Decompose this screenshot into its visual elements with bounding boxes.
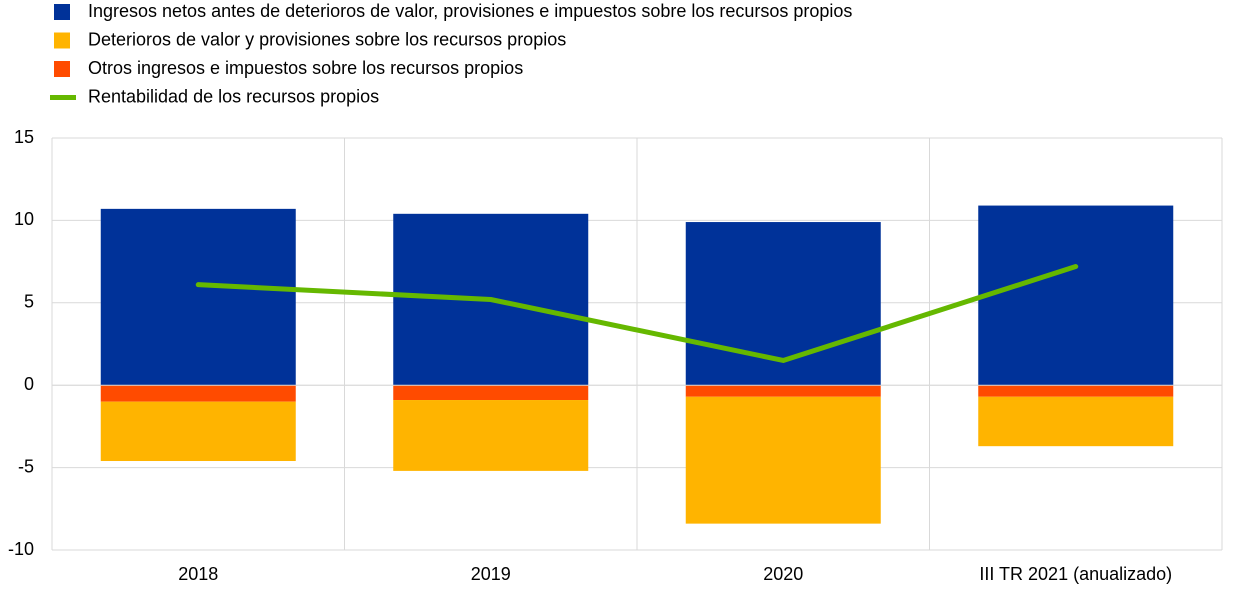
y-tick-label: -5 bbox=[18, 456, 34, 476]
legend-swatch bbox=[54, 4, 70, 20]
x-tick-label: III TR 2021 (anualizado) bbox=[979, 564, 1172, 584]
bar bbox=[100, 401, 296, 462]
y-tick-label: 15 bbox=[14, 127, 34, 147]
bar bbox=[100, 385, 296, 402]
legend-label: Otros ingresos e impuestos sobre los rec… bbox=[88, 58, 523, 78]
bar bbox=[685, 385, 881, 397]
legend-label: Ingresos netos antes de deterioros de va… bbox=[88, 1, 852, 21]
legend-swatch bbox=[54, 32, 70, 49]
y-tick-label: -10 bbox=[8, 539, 34, 559]
bar bbox=[393, 385, 589, 401]
x-tick-label: 2018 bbox=[178, 564, 218, 584]
bar bbox=[685, 396, 881, 524]
legend-label: Rentabilidad de los recursos propios bbox=[88, 86, 379, 106]
legend-label: Deterioros de valor y provisiones sobre … bbox=[88, 29, 566, 49]
bar bbox=[100, 208, 296, 386]
bar bbox=[978, 205, 1174, 386]
legend-swatch bbox=[54, 61, 70, 77]
bar bbox=[978, 396, 1174, 447]
x-tick-label: 2020 bbox=[763, 564, 803, 584]
x-tick-label: 2019 bbox=[471, 564, 511, 584]
bar bbox=[393, 400, 589, 471]
y-tick-label: 10 bbox=[14, 209, 34, 229]
y-tick-label: 0 bbox=[24, 374, 34, 394]
bar bbox=[978, 385, 1174, 397]
y-tick-label: 5 bbox=[24, 292, 34, 312]
line-series bbox=[195, 264, 1079, 363]
